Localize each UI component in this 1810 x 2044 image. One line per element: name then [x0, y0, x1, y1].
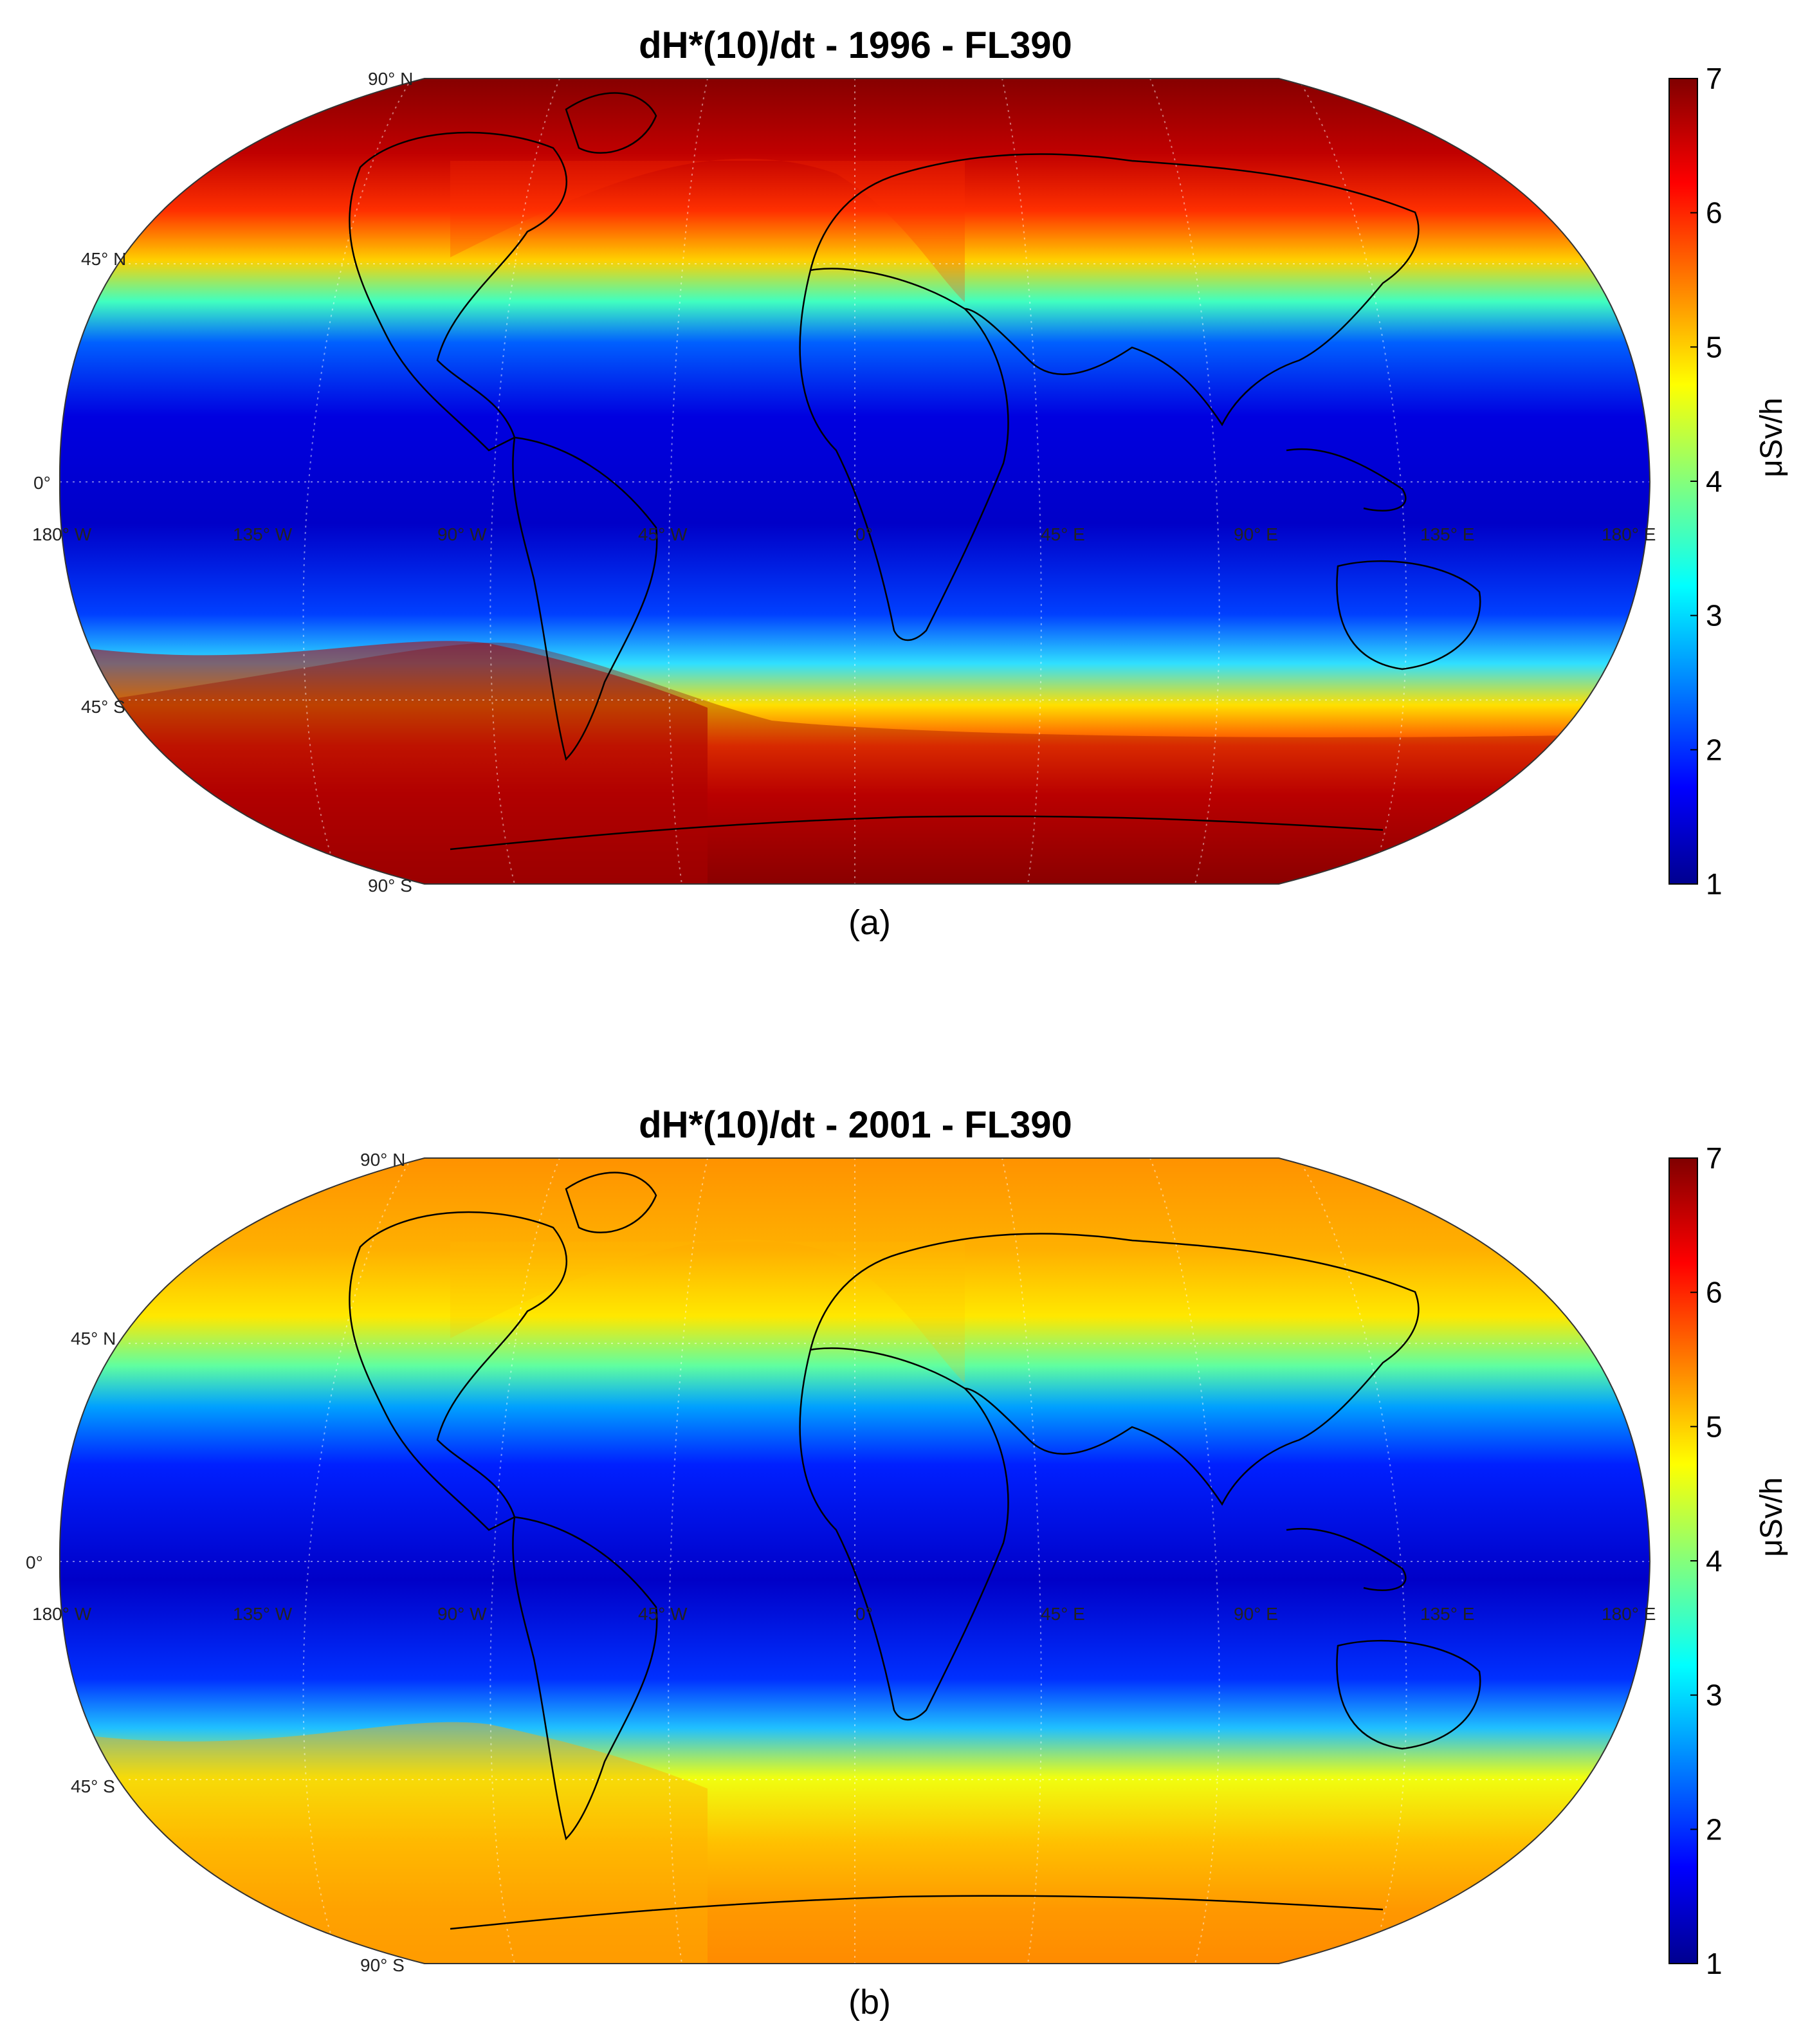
panel-b-title: dH*(10)/dt - 2001 - FL390 — [639, 1104, 1072, 1146]
panel-b-colorbar-unit: μSv/h — [1755, 1477, 1789, 1557]
panel-b-colorbar: 1 2 3 4 5 6 7 μSv/h — [1668, 1141, 1789, 1980]
panel-b-colorbar-tick-label: 2 — [1706, 1812, 1723, 1846]
panel-a-map-outline — [59, 78, 1651, 885]
panel-a-lat-45n: 45° N — [81, 249, 126, 269]
panel-b-colorbar-ticks: 1 2 3 4 5 6 7 — [1690, 1141, 1723, 1980]
panel-b-lon-180e: 180° E — [1602, 1604, 1656, 1624]
panel-a-caption: (a) — [848, 903, 891, 942]
panel-b-map-outline — [59, 1157, 1651, 1964]
panel-a-lon-180e: 180° E — [1602, 524, 1656, 544]
panel-a-lon-labels: 180° W 135° W 90° W 45° W 0° 45° E 90° E… — [32, 524, 1656, 544]
panel-b-lon-45w: 45° W — [638, 1604, 688, 1624]
panel-b-lat-45s: 45° S — [71, 1776, 115, 1796]
panel-a-colorbar-tick-label: 6 — [1706, 196, 1723, 230]
panel-b: dH*(10)/dt - 2001 - FL390 — [26, 1104, 1789, 2021]
panel-a-colorbar-ticks: 1 2 3 4 5 6 7 — [1690, 62, 1723, 901]
panel-b-lon-135w: 135° W — [233, 1604, 293, 1624]
panel-a-colorbar-tick-label: 1 — [1706, 867, 1723, 901]
panel-b-lat-90n: 90° N — [360, 1150, 405, 1170]
panel-a-colorbar-tick-label: 7 — [1706, 62, 1723, 95]
panel-b-lon-labels: 180° W 135° W 90° W 45° W 0° 45° E 90° E… — [32, 1604, 1656, 1624]
panel-b-lon-45e: 45° E — [1041, 1604, 1085, 1624]
panel-a-coastlines — [349, 92, 1481, 851]
panel-b-colorbar-tick-label: 3 — [1706, 1679, 1723, 1712]
panel-b-colorbar-tick-label: 4 — [1706, 1544, 1723, 1578]
panel-b-colorbar-tick-label: 1 — [1706, 1947, 1723, 1980]
panel-a-colorbar: 1 2 3 4 5 6 7 μSv/h — [1668, 62, 1789, 901]
panel-a-lat-90n: 90° N — [368, 69, 413, 89]
panel-a: dH*(10)/dt - 1996 - FL390 — [32, 24, 1789, 942]
panel-a-lat-0: 0° — [33, 473, 51, 493]
panel-b-lon-90w: 90° W — [437, 1604, 487, 1624]
panel-b-colorbar-tick-label: 5 — [1706, 1410, 1723, 1443]
panel-a-lon-45w: 45° W — [638, 524, 688, 544]
panel-a-colorbar-unit: μSv/h — [1755, 398, 1789, 477]
panel-a-lat-90s: 90° S — [368, 876, 412, 896]
panel-a-lon-0: 0° — [855, 524, 873, 544]
panel-b-colorbar-tick-label: 6 — [1706, 1276, 1723, 1309]
panel-a-colorbar-tick-label: 5 — [1706, 330, 1723, 364]
panel-a-colorbar-tick-label: 2 — [1706, 733, 1723, 766]
panel-a-map-field — [59, 78, 1650, 884]
panel-b-colorbar-tick-label: 7 — [1706, 1141, 1723, 1175]
panel-a-title: dH*(10)/dt - 1996 - FL390 — [639, 24, 1072, 66]
panel-a-lon-45e: 45° E — [1041, 524, 1085, 544]
panel-a-colorbar-tick-label: 4 — [1706, 465, 1723, 498]
panel-a-lat-45s: 45° S — [81, 697, 125, 717]
panel-a-lon-135e: 135° E — [1420, 524, 1474, 544]
panel-a-colorbar-tick-label: 3 — [1706, 599, 1723, 632]
panel-a-lon-180w: 180° W — [32, 524, 92, 544]
panel-b-coastlines — [349, 1172, 1481, 1930]
panel-b-caption: (b) — [848, 1983, 891, 2021]
panel-b-lat-45n: 45° N — [71, 1329, 116, 1349]
panel-b-lon-135e: 135° E — [1420, 1604, 1474, 1624]
panel-a-lon-90w: 90° W — [437, 524, 487, 544]
panel-a-lon-135w: 135° W — [233, 524, 293, 544]
panel-b-lon-180w: 180° W — [32, 1604, 92, 1624]
panel-b-lat-0: 0° — [26, 1552, 43, 1572]
panel-a-lon-90e: 90° E — [1234, 524, 1278, 544]
panel-b-lon-90e: 90° E — [1234, 1604, 1278, 1624]
panel-b-map-field — [59, 1158, 1650, 1964]
panel-b-lon-0: 0° — [855, 1604, 873, 1624]
panel-b-lat-90s: 90° S — [360, 1955, 405, 1975]
